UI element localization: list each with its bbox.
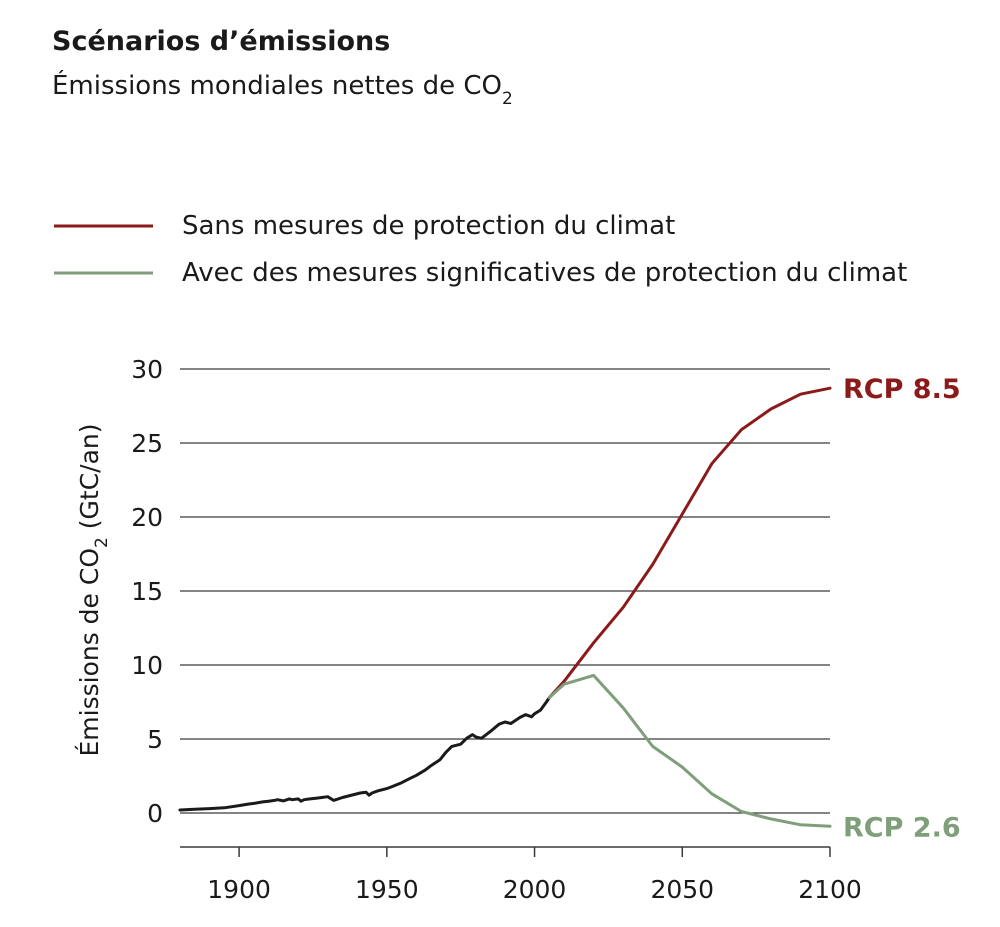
y-axis-label-unit: (GtC/an) [75, 423, 104, 537]
y-tick-label-30: 30 [131, 355, 163, 384]
x-tick-label-2050: 2050 [650, 875, 714, 904]
y-tick-label-25: 25 [131, 429, 163, 458]
legend-label-1: Sans mesures de protection du climat [182, 211, 675, 241]
y-tick-label-0: 0 [147, 799, 163, 828]
y-axis-label-subscript: 2 [92, 537, 112, 548]
series-end-labels: RCP 8.5 RCP 2.6 [843, 374, 961, 843]
chart-title: Scénarios d’émissions [52, 26, 390, 57]
y-gridlines [180, 368, 830, 814]
series-line-rcp-2-6 [547, 673, 832, 828]
x-tick-label-2000: 2000 [503, 875, 567, 904]
end-label-rcp-8-5: RCP 8.5 [843, 374, 961, 405]
chart-subtitle: Émissions mondiales nettes de CO2 [52, 69, 513, 109]
x-axis: 1900 1950 2000 2050 2100 [180, 846, 862, 904]
x-tick-label-1950: 1950 [355, 875, 419, 904]
x-tick-label-2100: 2100 [798, 875, 862, 904]
y-tick-label-15: 15 [131, 577, 163, 606]
y-tick-label-10: 10 [131, 651, 163, 680]
end-label-rcp-2-6: RCP 2.6 [843, 812, 961, 843]
chart-subtitle-subscript: 2 [502, 89, 513, 109]
y-tick-label-20: 20 [131, 503, 163, 532]
y-tick-labels: 0 5 10 15 20 25 30 [131, 355, 163, 828]
legend-label-2: Avec des mesures significatives de prote… [182, 258, 907, 288]
legend: Sans mesures de protection du climat Avec… [54, 211, 907, 288]
x-tick-label-1900: 1900 [207, 875, 271, 904]
chart-subtitle-main: Émissions mondiales nettes de CO [52, 69, 502, 101]
series-line-rcp-8-5 [547, 386, 832, 700]
series-lines [178, 386, 832, 828]
y-axis-label: Émissions de CO2 (GtC/an) [75, 423, 112, 756]
series-line-historique [178, 696, 551, 812]
y-axis-label-main: Émissions de CO [75, 548, 104, 757]
y-tick-label-5: 5 [147, 725, 163, 754]
